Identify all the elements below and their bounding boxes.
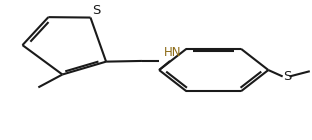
Text: HN: HN <box>164 46 181 59</box>
Text: S: S <box>92 4 100 17</box>
Text: S: S <box>284 70 292 83</box>
